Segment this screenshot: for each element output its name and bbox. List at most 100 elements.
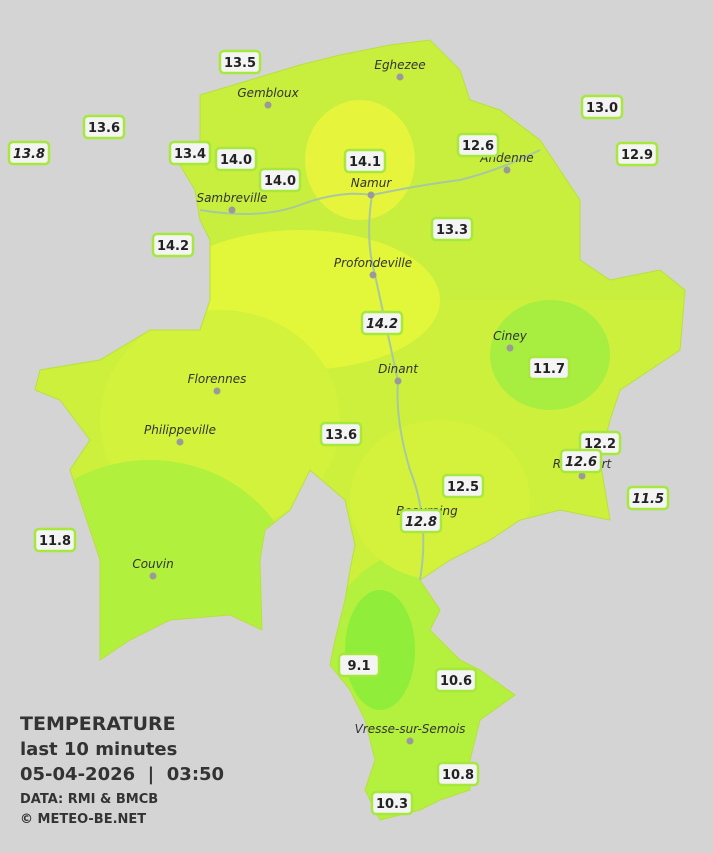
city-label: Namur (351, 176, 393, 190)
station: 13.8 (7, 140, 51, 166)
station-box (559, 448, 603, 474)
station-box (360, 310, 404, 336)
city-dot (394, 377, 402, 385)
city-dot (264, 101, 272, 109)
station-box (168, 140, 212, 166)
station-value: 14.2 (157, 239, 189, 254)
station-box (626, 485, 670, 511)
station: 14.2 (360, 310, 404, 336)
city-label: Dinant (378, 362, 419, 376)
station-box (370, 790, 414, 816)
station-box (527, 355, 571, 381)
station-value: 13.6 (325, 428, 357, 443)
city-dot (578, 472, 586, 480)
station: 13.5 (218, 49, 262, 75)
station-box (319, 421, 363, 447)
station-value: 11.8 (39, 534, 71, 549)
station: 11.5 (626, 485, 670, 511)
station-box (7, 140, 51, 166)
city-dot (176, 438, 184, 446)
station-box (580, 94, 624, 120)
city-label: Profondeville (334, 256, 412, 270)
station-value: 12.5 (447, 480, 479, 495)
station-value: 9.1 (347, 659, 370, 674)
city-label: Philippeville (144, 423, 216, 437)
station-box (218, 49, 262, 75)
station-value: 13.3 (436, 223, 468, 238)
city-label: Ciney (493, 329, 528, 343)
legend-copyright: © METEO-BE.NET (20, 812, 146, 827)
city-dot (503, 166, 511, 174)
city-dot (213, 387, 221, 395)
station: 11.7 (527, 355, 571, 381)
city-dot (506, 344, 514, 352)
station-value: 10.8 (442, 768, 474, 783)
city-dot (149, 572, 157, 580)
city-dot (228, 206, 236, 214)
legend-datetime: 05-04-2026 | 03:50 (20, 764, 224, 785)
station-box (82, 114, 126, 140)
city-label: Sambreville (196, 191, 267, 205)
station-box (337, 652, 381, 678)
station-box (430, 216, 474, 242)
station-value: 14.0 (220, 153, 252, 168)
legend-title: TEMPERATURE (20, 713, 176, 735)
city-dot (406, 737, 414, 745)
station-value: 14.1 (349, 155, 381, 170)
city-dot (369, 271, 377, 279)
station: 12.9 (615, 141, 659, 167)
station-box (33, 527, 77, 553)
station-value: 14.2 (366, 317, 398, 332)
station: 9.1 (337, 652, 381, 678)
station: 14.0 (258, 167, 302, 193)
station-value: 11.7 (533, 362, 565, 377)
station-box (615, 141, 659, 167)
station: 12.5 (441, 473, 485, 499)
station-box (436, 761, 480, 787)
station-box (343, 148, 387, 174)
station-value: 14.0 (264, 174, 296, 189)
city-label: Vresse-sur-Semois (355, 722, 466, 736)
legend-subtitle: last 10 minutes (20, 739, 177, 760)
city-label: Florennes (188, 372, 247, 386)
station-value: 12.2 (584, 437, 616, 452)
station-value: 12.6 (565, 455, 597, 470)
city-label: Gembloux (237, 86, 299, 100)
station-value: 11.5 (632, 492, 664, 507)
station-box (258, 167, 302, 193)
city-dot (396, 73, 404, 81)
station: 14.2 (151, 232, 195, 258)
city-dot (367, 191, 375, 199)
station: 10.3 (370, 790, 414, 816)
legend: TEMPERATURE last 10 minutes 05-04-2026 |… (20, 713, 224, 827)
station-box (151, 232, 195, 258)
station: 10.8 (436, 761, 480, 787)
station: 13.0 (580, 94, 624, 120)
station-box (441, 473, 485, 499)
station-value: 12.9 (621, 148, 653, 163)
station: 12.8 (399, 508, 443, 534)
station: 13.3 (430, 216, 474, 242)
station: 14.1 (343, 148, 387, 174)
station-value: 13.4 (174, 147, 206, 162)
station-value: 13.6 (88, 121, 120, 136)
station-value: 13.0 (586, 101, 618, 116)
station: 13.4 (168, 140, 212, 166)
station-value: 13.5 (224, 56, 256, 71)
station-value: 12.6 (462, 139, 494, 154)
station-value: 12.8 (405, 515, 437, 530)
station: 10.6 (434, 667, 478, 693)
city-label: Couvin (132, 557, 173, 571)
station-box (456, 132, 500, 158)
station: 13.6 (319, 421, 363, 447)
station: 12.6 (559, 448, 603, 474)
legend-source: DATA: RMI & BMCB (20, 792, 158, 807)
station: 13.6 (82, 114, 126, 140)
station-value: 10.3 (376, 797, 408, 812)
station-value: 10.6 (440, 674, 472, 689)
city-label: Eghezee (374, 58, 425, 72)
station: 14.0 (214, 146, 258, 172)
station-value: 13.8 (13, 147, 45, 162)
station-box (399, 508, 443, 534)
